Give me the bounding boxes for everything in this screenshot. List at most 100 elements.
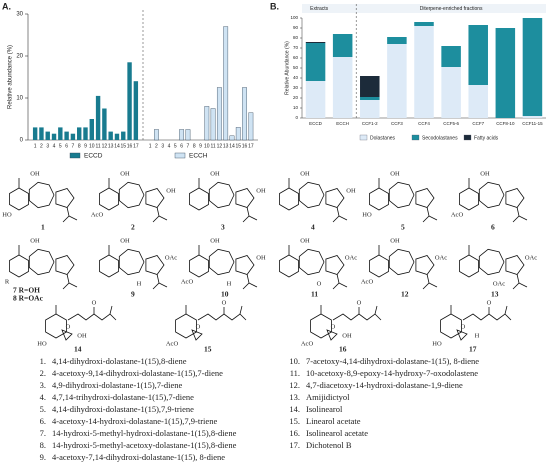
structure-number: 1 bbox=[41, 223, 45, 232]
substituent: O bbox=[487, 299, 492, 306]
x-tick-label: 10 bbox=[204, 143, 210, 149]
substituent: H bbox=[137, 280, 142, 287]
bar bbox=[39, 127, 44, 140]
ring bbox=[456, 329, 468, 341]
ring bbox=[99, 187, 119, 211]
substituent: H bbox=[475, 332, 480, 339]
substituent: OH bbox=[346, 187, 356, 194]
structure-number: 11 bbox=[311, 290, 318, 299]
substituent: OAc bbox=[525, 254, 537, 261]
bond bbox=[152, 206, 160, 223]
structure-number: 12 bbox=[401, 290, 409, 299]
bar-segment bbox=[414, 26, 434, 118]
compound-number: 10. bbox=[289, 356, 300, 366]
substituent: O bbox=[317, 280, 322, 287]
x-tick-label: 4 bbox=[168, 143, 171, 149]
x-tick-label: CCF11-15 bbox=[522, 121, 543, 126]
ring bbox=[279, 187, 299, 211]
x-tick-label: 16 bbox=[242, 143, 248, 149]
bond bbox=[428, 215, 438, 221]
ring bbox=[99, 254, 119, 278]
y-axis-title: Relative abundance (%) bbox=[8, 45, 14, 109]
bar-segment bbox=[468, 25, 488, 85]
ring bbox=[310, 313, 332, 339]
ring bbox=[478, 181, 505, 209]
bar-segment bbox=[360, 76, 380, 97]
substituent: OH bbox=[300, 237, 310, 244]
compound-name: 14-hydroxi-5-methyl-acetoxy-dolastane-1(… bbox=[52, 440, 237, 450]
substituent: OAc bbox=[345, 254, 357, 261]
x-tick-label: 16 bbox=[127, 143, 133, 149]
legend-swatch bbox=[69, 152, 81, 159]
substituent: OAc bbox=[493, 280, 505, 287]
bar-segment bbox=[522, 18, 543, 116]
x-tick-label: 6 bbox=[65, 143, 68, 149]
x-tick-label: 6 bbox=[180, 143, 183, 149]
x-tick-label: CCF3 bbox=[391, 121, 403, 126]
structure-number: 5 bbox=[401, 223, 405, 232]
legend-label: ECCD bbox=[84, 153, 103, 160]
x-tick-label: CCF1-2 bbox=[362, 121, 378, 126]
substituent: H bbox=[227, 280, 232, 287]
compound-name: Amijidictyol bbox=[306, 392, 350, 402]
x-tick-label: 1 bbox=[149, 143, 152, 149]
substituent: OH bbox=[210, 237, 220, 244]
structure-number: 10 bbox=[221, 290, 229, 299]
compound-name: 4,9-dihydroxi-dolastane-1(15),7-diene bbox=[52, 380, 183, 390]
bar bbox=[64, 131, 69, 140]
bond bbox=[374, 305, 378, 315]
compound-number: 2. bbox=[40, 368, 46, 378]
ring bbox=[235, 255, 255, 275]
legend-swatch bbox=[359, 134, 368, 141]
bar bbox=[204, 106, 210, 141]
bond bbox=[428, 282, 438, 288]
x-tick-label: 2 bbox=[155, 143, 158, 149]
panel-label: B. bbox=[270, 1, 279, 11]
bond bbox=[338, 282, 348, 288]
structure-number: 2 bbox=[131, 223, 135, 232]
structure-number: 14 bbox=[74, 345, 82, 354]
ring bbox=[45, 313, 67, 339]
y-tick-label: 10 bbox=[16, 96, 23, 102]
ring bbox=[459, 187, 479, 211]
bond bbox=[462, 313, 512, 321]
y-tick-label: 90 bbox=[293, 25, 299, 30]
header-band bbox=[302, 4, 546, 13]
x-tick-label: 12 bbox=[102, 143, 108, 149]
y-tick-label: 60 bbox=[293, 55, 299, 60]
x-tick-label: 10 bbox=[89, 143, 95, 149]
substituent: HO bbox=[362, 211, 372, 218]
bar bbox=[102, 108, 107, 140]
legend-label: Dolastanes bbox=[370, 135, 396, 141]
y-tick-label: 20 bbox=[293, 95, 299, 100]
bond bbox=[512, 206, 520, 223]
y-tick-label: 0 bbox=[20, 138, 24, 144]
bar-segment bbox=[495, 28, 516, 118]
bar-segment bbox=[441, 67, 461, 118]
compound-number: 1. bbox=[40, 356, 46, 366]
bar-segment bbox=[387, 44, 407, 118]
bar bbox=[210, 108, 216, 141]
bond bbox=[158, 282, 168, 288]
structure-number: 9 bbox=[131, 290, 135, 299]
x-tick-label: 5 bbox=[59, 143, 62, 149]
compound-number: 9. bbox=[40, 452, 46, 462]
compound-name: 7-acetoxy-4,14-dihydroxi-dolastane-1(15)… bbox=[306, 356, 479, 366]
ring bbox=[235, 188, 255, 208]
x-tick-label: 11 bbox=[210, 143, 215, 149]
ring bbox=[145, 255, 165, 275]
compound-number: 8. bbox=[40, 440, 46, 450]
substituent: HO bbox=[432, 340, 442, 347]
bar-segment bbox=[360, 97, 380, 100]
ring bbox=[9, 187, 29, 211]
bar bbox=[223, 26, 229, 141]
bar bbox=[77, 127, 82, 140]
substituent: OH bbox=[390, 237, 400, 244]
x-tick-label: 9 bbox=[199, 143, 202, 149]
compound-name: Dichotenol B bbox=[306, 440, 352, 450]
bond bbox=[518, 215, 528, 221]
compound-number: 11. bbox=[290, 368, 300, 378]
substituent: O bbox=[331, 323, 336, 330]
compound-number: 7. bbox=[40, 428, 46, 438]
substituent: O bbox=[92, 299, 97, 306]
